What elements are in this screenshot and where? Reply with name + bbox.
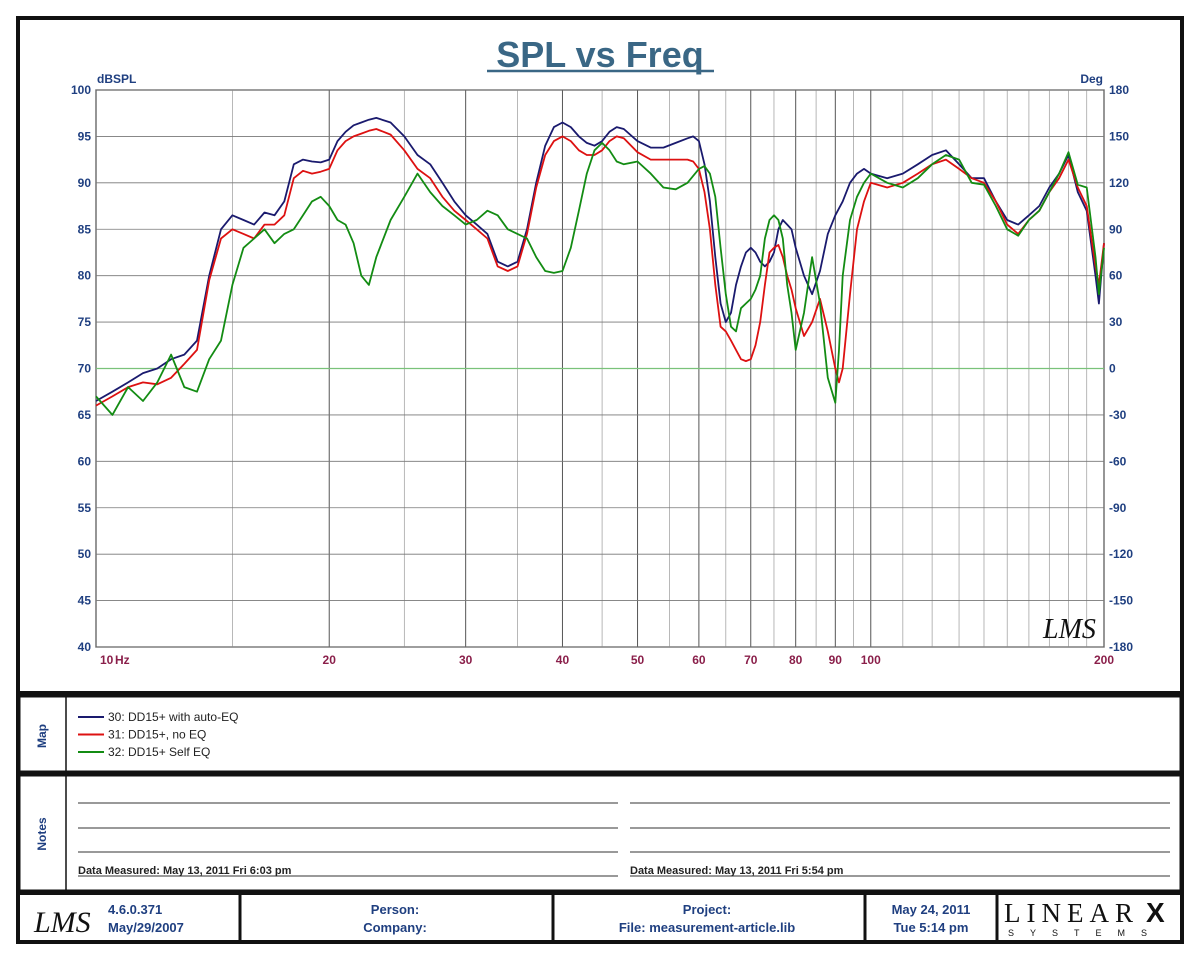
legend: 30: DD15+ with auto-EQ 31: DD15+, no EQ 32…	[78, 710, 238, 759]
legend-entry-1: 30: DD15+ with auto-EQ	[108, 710, 238, 724]
left-tick-100: 100	[71, 83, 91, 97]
x-tick-30: 30	[459, 653, 473, 667]
map-panel-label: Map	[35, 724, 49, 748]
left-tick-95: 95	[78, 129, 92, 143]
x-tick-200: 200	[1094, 653, 1114, 667]
left-tick-50: 50	[78, 547, 92, 561]
series-group	[95, 117, 1105, 416]
footer-brand-x: X	[1146, 897, 1165, 928]
x-tick-50: 50	[631, 653, 645, 667]
footer-project: Project:	[683, 902, 731, 917]
footer-version-date: May/29/2007	[108, 920, 184, 935]
left-tick-70: 70	[78, 362, 92, 376]
right-tick--60: -60	[1109, 454, 1127, 468]
left-tick-80: 80	[78, 269, 92, 283]
left-tick-40: 40	[78, 640, 92, 654]
right-tick-30: 30	[1109, 315, 1123, 329]
left-tick-45: 45	[78, 594, 92, 608]
footer-dividers	[238, 895, 999, 940]
footer-brand: LINEAR	[1004, 898, 1139, 928]
left-tick-55: 55	[78, 501, 92, 515]
series-line-1	[95, 117, 1105, 402]
map-panel	[19, 696, 1181, 772]
x-tick-60: 60	[692, 653, 706, 667]
left-tick-labels: 100 95 90 85 80 75 70 65 60 55 50 45 40	[71, 83, 91, 654]
right-tick--90: -90	[1109, 501, 1127, 515]
right-tick-60: 60	[1109, 269, 1123, 283]
right-axis-label: Deg	[1080, 72, 1103, 86]
right-tick-180: 180	[1109, 83, 1129, 97]
notes-right-text: Data Measured: May 13, 2011 Fri 5:54 pm	[630, 865, 844, 877]
footer-file: File: measurement-article.lib	[619, 920, 795, 935]
footer-version: 4.6.0.371	[108, 902, 162, 917]
notes-left-text: Data Measured: May 13, 2011 Fri 6:03 pm	[78, 865, 292, 877]
footer-time: Tue 5:14 pm	[894, 920, 969, 935]
left-tick-65: 65	[78, 408, 92, 422]
footer-date: May 24, 2011	[892, 902, 971, 917]
footer-logo: LMS	[33, 906, 91, 939]
legend-entry-3: 32: DD15+ Self EQ	[108, 745, 210, 759]
right-tick-90: 90	[1109, 222, 1123, 236]
x-tick-40: 40	[556, 653, 570, 667]
separator-bottom	[16, 890, 1184, 895]
x-tick-100: 100	[861, 653, 881, 667]
chart-watermark: LMS	[1042, 614, 1096, 645]
x-tick-labels: 10 20 30 40 50 60 70 80 90 100 200	[100, 653, 1114, 667]
legend-entry-2: 31: DD15+, no EQ	[108, 728, 206, 742]
right-tick-labels: 180 150 120 90 60 30 0 -30 -60 -90 -120 -150 -180	[1109, 83, 1133, 654]
right-tick-150: 150	[1109, 129, 1129, 143]
right-tick-0: 0	[1109, 362, 1116, 376]
notes-lines	[78, 802, 1170, 877]
x-tick-20: 20	[323, 653, 337, 667]
series-line-2	[95, 128, 1105, 407]
x-unit-label: Hz	[115, 653, 130, 667]
right-tick-120: 120	[1109, 176, 1129, 190]
left-tick-60: 60	[78, 454, 92, 468]
left-tick-75: 75	[78, 315, 92, 329]
right-tick--180: -180	[1109, 640, 1133, 654]
series-line-3	[95, 142, 1105, 416]
right-tick--120: -120	[1109, 547, 1133, 561]
x-tick-80: 80	[789, 653, 803, 667]
chart-title: SPL vs Freq	[496, 34, 703, 75]
right-tick--150: -150	[1109, 594, 1133, 608]
notes-panel	[19, 775, 1181, 891]
footer-brand-sub: SYSTEMS	[1008, 928, 1163, 938]
x-tick-10: 10	[100, 653, 114, 667]
separator-mid	[16, 771, 1184, 776]
left-tick-85: 85	[78, 222, 92, 236]
left-axis-label: dBSPL	[97, 72, 136, 86]
left-tick-90: 90	[78, 176, 92, 190]
notes-panel-label: Notes	[35, 817, 49, 851]
x-tick-90: 90	[829, 653, 843, 667]
footer	[20, 895, 1180, 940]
footer-person: Person:	[371, 902, 419, 917]
right-tick--30: -30	[1109, 408, 1127, 422]
x-tick-70: 70	[744, 653, 758, 667]
separator-top	[16, 691, 1184, 697]
footer-company: Company:	[363, 920, 427, 935]
